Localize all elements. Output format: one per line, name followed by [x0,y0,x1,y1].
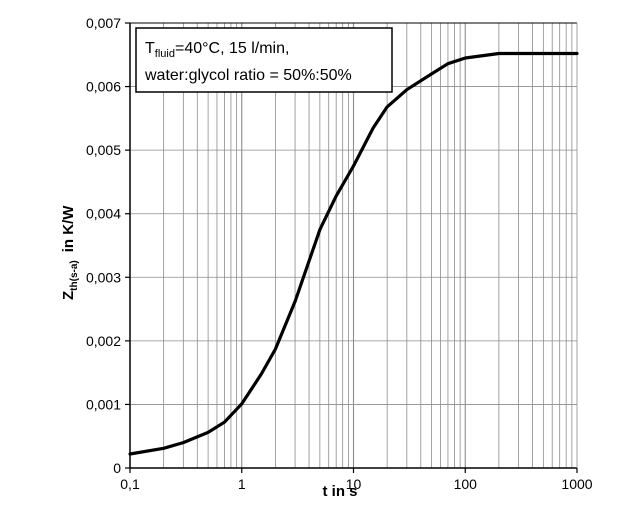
y-tick-label: 0 [113,460,121,476]
y-tick-label: 0,003 [86,269,121,285]
y-tick-label: 0,005 [86,142,121,158]
annotation-line-1: Tfluid=40°C, 15 l/min, [145,40,289,60]
y-tick-label: 0,002 [86,333,121,349]
y-axis-label-unit: in K/W [60,205,77,252]
x-axis-label: t in s [322,483,357,500]
annotation-box: Tfluid=40°C, 15 l/min, water:glycol rati… [135,27,393,93]
y-tick-label: 0,006 [86,79,121,95]
x-tick-label: 1000 [561,476,592,492]
x-tick-label: 100 [454,476,478,492]
y-tick-label: 0,004 [86,206,121,222]
y-axis-label-sub: th(s-a) [69,260,80,291]
y-tick-label: 0,001 [86,396,121,412]
plot-frame [129,22,578,469]
y-axis-label-main: Z [60,291,77,300]
annotation-line-2: water:glycol ratio = 50%:50% [144,67,352,84]
tick-labels: 0 0,001 0,002 0,003 0,004 0,005 0,006 0,007 0,1 1… [86,15,593,492]
annotation-conditions: =40°C, 15 l/min, [175,40,289,57]
annotation-frame [135,27,393,93]
x-tick-label: 0,1 [120,476,140,492]
annotation-fluid: fluid [155,48,175,60]
x-tick-label: 1 [238,476,246,492]
x-tick-label: 10 [346,476,362,492]
grid [130,23,577,468]
series-layer [128,51,579,456]
series-line [128,51,579,456]
annotation-t: T [145,40,155,57]
y-axis-label: Zth(s-a) in K/W [60,205,80,300]
y-tick-label: 0,007 [86,15,121,31]
